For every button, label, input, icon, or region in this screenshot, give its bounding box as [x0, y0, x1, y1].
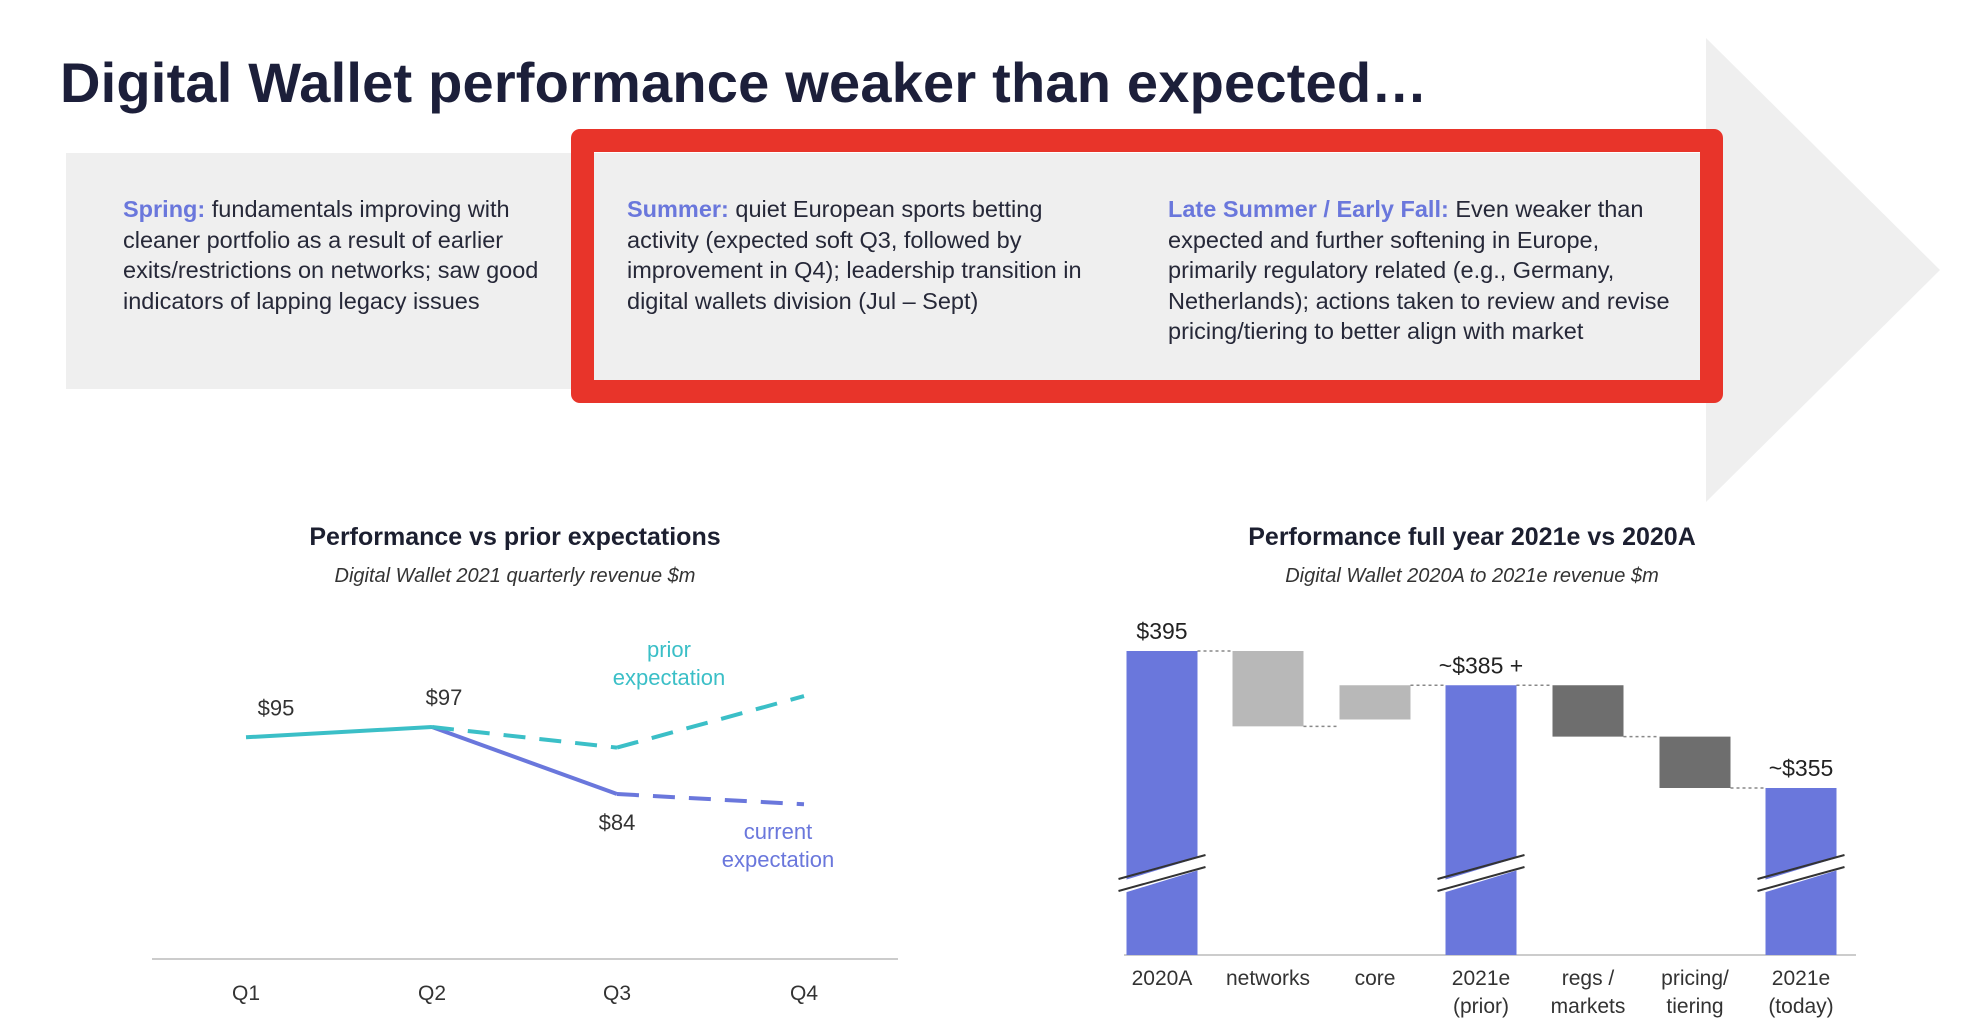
summer-label: Summer: [627, 196, 729, 222]
summer-body: quiet European sports betting activity (… [627, 196, 1082, 314]
current-expectation-label-line-2: expectation [722, 847, 835, 872]
prior-expectation-label-line-1: prior [647, 637, 691, 662]
highlight-box [571, 129, 1723, 403]
x-tick-label-q3: Q3 [603, 982, 631, 1005]
waterfall-category-label-6-line-2: tiering [1666, 995, 1723, 1018]
waterfall-chart-title: Performance full year 2021e vs 2020A [1248, 523, 1696, 551]
axis-break-line-b-4 [1437, 866, 1525, 892]
waterfall-bar-delta-6 [1659, 736, 1731, 788]
series-prior-expectation-segment-2 [431, 725, 618, 750]
waterfall-category-label-7-line-1: 2021e [1772, 967, 1830, 990]
waterfall-category-label-6-line-1: pricing/ [1661, 967, 1729, 990]
axis-break-line-b-1 [1118, 866, 1206, 892]
line-chart-subtitle: Digital Wallet 2021 quarterly revenue $m [334, 565, 696, 587]
late-summer-body: Even weaker than expected and further so… [1168, 196, 1670, 344]
waterfall-category-label-4-line-2: (prior) [1453, 995, 1509, 1018]
axis-break-line-a-1 [1118, 854, 1206, 880]
data-label-q3: $84 [599, 810, 636, 835]
waterfall-bar-delta-3 [1339, 685, 1411, 720]
spring-body: fundamentals improving with cleaner port… [123, 196, 539, 314]
axis-break-line-a-7 [1757, 854, 1845, 880]
spring-text: Spring: fundamentals improving with clea… [123, 194, 563, 316]
late-summer-label: Late Summer / Early Fall: [1168, 196, 1449, 222]
waterfall-category-label-5-line-2: markets [1551, 995, 1626, 1018]
prior-expectation-label-line-2: expectation [613, 665, 726, 690]
series-prior-expectation-segment-3 [616, 694, 805, 750]
waterfall-bar-delta-2 [1232, 651, 1304, 727]
waterfall-category-label-5-line-1: regs / [1562, 967, 1615, 990]
series-current-expectation-segment-3 [616, 792, 805, 807]
waterfall-category-label-3-line-1: core [1355, 967, 1396, 990]
page-title: Digital Wallet performance weaker than e… [60, 51, 1428, 114]
arrow-head [1706, 38, 1940, 502]
series-actual-segment-2 [431, 725, 618, 796]
current-expectation-label-line-1: current [744, 819, 812, 844]
axis-break-line-b-7 [1757, 866, 1845, 892]
x-tick-label-q2: Q2 [418, 982, 446, 1005]
waterfall-label-7: ~$355 [1769, 755, 1834, 781]
spring-label: Spring: [123, 196, 206, 222]
x-tick-label-q4: Q4 [790, 982, 818, 1005]
series-actual-segment-1 [245, 725, 433, 740]
data-label-q2: $97 [426, 685, 463, 710]
line-chart-title: Performance vs prior expectations [309, 523, 721, 551]
summer-text: Summer: quiet European sports betting ac… [627, 194, 1087, 316]
waterfall-label-1: $395 [1136, 618, 1187, 644]
waterfall-category-label-2-line-1: networks [1226, 967, 1310, 990]
waterfall-category-label-4-line-1: 2021e [1452, 967, 1510, 990]
waterfall-bar-total-1 [1126, 651, 1198, 955]
data-label-q1: $95 [258, 695, 295, 720]
x-tick-label-q1: Q1 [232, 982, 260, 1005]
axis-break-line-a-4 [1437, 854, 1525, 880]
waterfall-label-4: ~$385 + [1439, 652, 1523, 678]
timeline-band [66, 153, 1716, 389]
waterfall-category-label-1-line-1: 2020A [1132, 967, 1193, 990]
waterfall-chart-subtitle: Digital Wallet 2020A to 2021e revenue $m [1285, 565, 1659, 587]
late-summer-text: Late Summer / Early Fall: Even weaker th… [1168, 194, 1688, 347]
waterfall-bar-delta-5 [1552, 685, 1624, 737]
waterfall-bar-total-4 [1445, 685, 1517, 955]
waterfall-category-label-7-line-2: (today) [1768, 995, 1833, 1018]
